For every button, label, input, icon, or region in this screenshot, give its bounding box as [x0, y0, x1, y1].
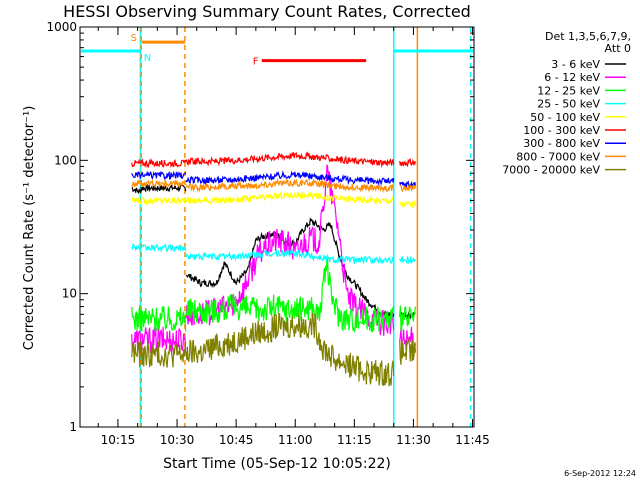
series-line [185, 312, 395, 387]
legend-label: 50 - 100 keV [530, 111, 600, 124]
annotation-label: S [131, 33, 137, 44]
legend-label: 300 - 800 keV [523, 137, 600, 150]
x-tick-label: 11:45 [455, 433, 490, 447]
x-tick-label: 11:00 [278, 433, 313, 447]
x-axis-label: Start Time (05-Sep-12 10:05:22) [163, 456, 391, 472]
chart-title: HESSI Observing Summary Count Rates, Cor… [63, 2, 471, 21]
legend-label: 25 - 50 keV [537, 98, 600, 111]
series-line [185, 190, 395, 206]
series-line [399, 339, 416, 365]
series-line [399, 158, 416, 168]
series-line [399, 326, 416, 354]
x-tick-label: 10:30 [160, 433, 195, 447]
legend-label: 12 - 25 keV [537, 84, 600, 97]
y-tick-label: 100 [54, 153, 77, 167]
series-line [131, 243, 187, 253]
series-line [131, 305, 187, 332]
legend-label: 3 - 6 keV [551, 58, 600, 71]
y-tick-label: 1 [69, 420, 77, 434]
footer-date: 6-Sep-2012 12:24 [564, 469, 636, 478]
series-line [399, 199, 416, 209]
series-line [185, 151, 395, 168]
x-axis: 10:15 10:30 10:45 11:00 11:15 11:30 11:45 [97, 27, 490, 447]
x-tick-label: 10:15 [101, 433, 136, 447]
plot-frame [79, 26, 475, 428]
legend-label: 100 - 300 keV [523, 124, 600, 137]
series-line [131, 184, 187, 195]
legend-label: 800 - 7000 keV [516, 150, 600, 163]
legend-label: 6 - 12 keV [544, 71, 600, 84]
series-line [185, 257, 395, 333]
y-tick-label: 1000 [46, 20, 77, 34]
series-line [131, 157, 187, 169]
series-line [131, 178, 187, 189]
series-line [399, 180, 416, 189]
x-tick-label: 10:45 [219, 433, 254, 447]
plot-area: SN F [81, 27, 473, 427]
series-line [399, 255, 416, 265]
series-line [131, 339, 187, 368]
series-line [131, 195, 187, 206]
y-tick-label: 10 [62, 287, 77, 301]
series-line [131, 170, 187, 181]
x-tick-label: 11:15 [337, 433, 372, 447]
y-axis: 1 10 100 1000 [46, 20, 474, 434]
annotation-label: N [144, 53, 151, 64]
series-line [185, 170, 395, 186]
legend-label: 7000 - 20000 keV [502, 164, 600, 177]
y-axis-label: Corrected Count Rate (s⁻¹ detector⁻¹) [22, 106, 37, 351]
legend-title: Att 0 [605, 42, 631, 55]
series-line [399, 183, 416, 193]
x-tick-label: 11:30 [396, 433, 431, 447]
series-line [399, 305, 416, 332]
annotation-label: F [253, 57, 259, 68]
legend-title: Det 1,3,5,6,7,9, [545, 30, 631, 43]
series-line [185, 177, 394, 194]
series-line [185, 248, 395, 265]
